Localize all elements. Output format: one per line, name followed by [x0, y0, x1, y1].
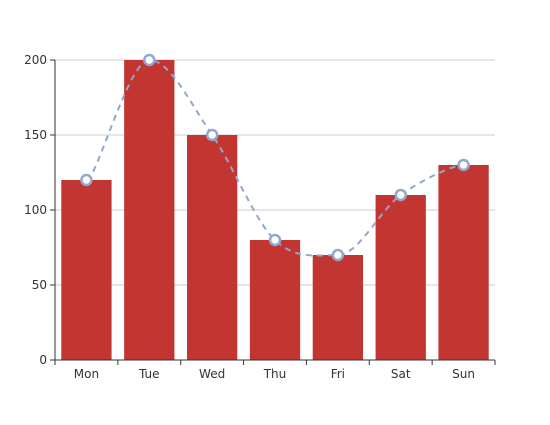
- line-point[interactable]: [457, 158, 470, 172]
- y-tick-label: 0: [39, 353, 47, 367]
- line-point[interactable]: [394, 188, 407, 202]
- x-tick-label: Thu: [263, 367, 287, 381]
- bar[interactable]: [187, 135, 238, 360]
- x-tick-label: Sun: [452, 367, 475, 381]
- line-point[interactable]: [205, 128, 219, 142]
- line-series: [80, 53, 470, 262]
- bar-series: [61, 60, 489, 360]
- x-tick-labels: Mon Tue Wed Thu Fri Sat Sun: [54, 360, 496, 381]
- x-tick-label: Fri: [331, 367, 345, 381]
- y-tick-label: 100: [24, 203, 47, 217]
- bar[interactable]: [438, 165, 489, 360]
- bar[interactable]: [249, 240, 301, 360]
- x-tick-label: Wed: [199, 367, 225, 381]
- y-tick-labels: 0 50 100 150 200: [24, 53, 55, 367]
- bar[interactable]: [375, 195, 426, 360]
- line-point[interactable]: [268, 233, 282, 247]
- x-tick-label: Tue: [138, 367, 160, 381]
- line-point[interactable]: [331, 248, 345, 262]
- y-tick-label: 50: [32, 278, 47, 292]
- x-tick-label: Mon: [74, 367, 99, 381]
- line-point[interactable]: [80, 173, 93, 187]
- bar[interactable]: [124, 60, 175, 360]
- line-point[interactable]: [143, 53, 156, 67]
- bar[interactable]: [312, 255, 363, 360]
- y-tick-label: 200: [24, 53, 47, 67]
- bar[interactable]: [61, 180, 112, 360]
- x-tick-label: Sat: [391, 367, 411, 381]
- y-tick-label: 150: [24, 128, 47, 142]
